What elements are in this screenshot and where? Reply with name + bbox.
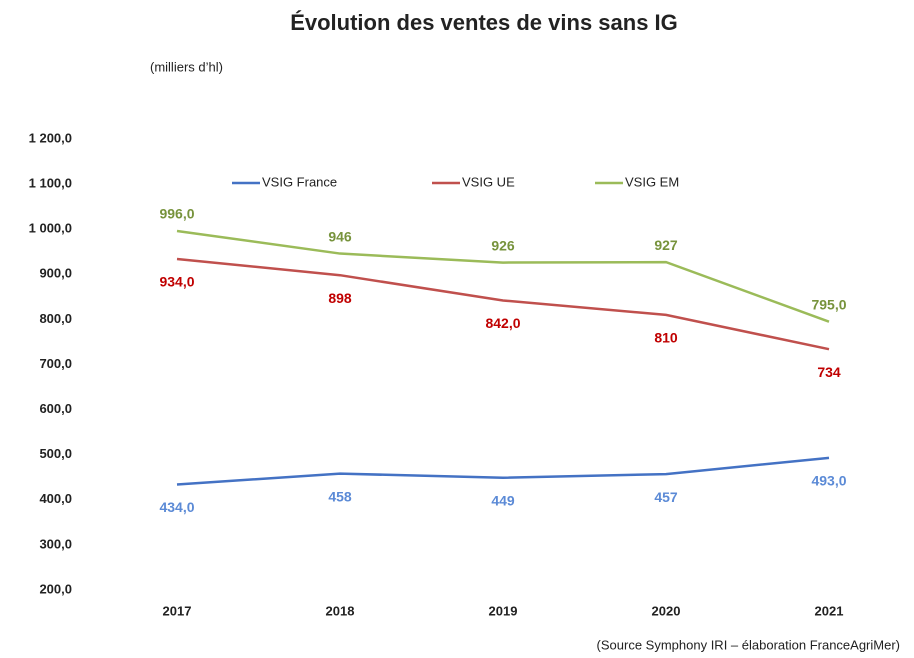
data-label: 810	[654, 330, 678, 346]
legend-label: VSIG EM	[625, 174, 679, 189]
x-tick-label: 2017	[163, 603, 192, 618]
y-tick-label: 400,0	[39, 491, 72, 506]
data-label: 946	[328, 228, 352, 244]
data-label: 795,0	[811, 296, 846, 312]
y-tick-label: 900,0	[39, 266, 72, 281]
source-note: (Source Symphony IRI – élaboration Franc…	[597, 637, 900, 652]
y-tick-label: 500,0	[39, 446, 72, 461]
data-label: 493,0	[811, 473, 846, 489]
y-tick-label: 1 100,0	[29, 176, 72, 191]
subtitle: (milliers d’hl)	[150, 59, 223, 74]
y-tick-label: 300,0	[39, 536, 72, 551]
y-tick-label: 600,0	[39, 401, 72, 416]
data-label: 996,0	[159, 206, 194, 222]
chart-title: Évolution des ventes de vins sans IG	[290, 10, 678, 35]
line	[176, 229, 830, 323]
data-label: 434,0	[159, 499, 194, 515]
x-tick-label: 2018	[326, 603, 355, 618]
data-label: 898	[328, 290, 352, 306]
y-tick-label: 1 200,0	[29, 130, 72, 145]
line	[176, 257, 830, 351]
legend-label: VSIG France	[262, 174, 337, 189]
y-tick-label: 800,0	[39, 311, 72, 326]
data-label: 457	[654, 489, 678, 505]
x-tick-label: 2019	[489, 603, 518, 618]
data-label: 927	[654, 237, 678, 253]
y-tick-label: 700,0	[39, 356, 72, 371]
line	[176, 456, 830, 486]
legend-label: VSIG UE	[462, 174, 515, 189]
data-label: 449	[491, 492, 515, 508]
data-label: 842,0	[485, 315, 520, 331]
y-tick-label: 1 000,0	[29, 221, 72, 236]
x-tick-label: 2021	[815, 603, 844, 618]
data-label: 934,0	[159, 274, 194, 290]
data-label: 458	[328, 488, 352, 504]
data-label: 734	[817, 364, 841, 380]
data-label: 926	[491, 237, 515, 253]
x-tick-label: 2020	[652, 603, 681, 618]
y-tick-label: 200,0	[39, 581, 72, 596]
